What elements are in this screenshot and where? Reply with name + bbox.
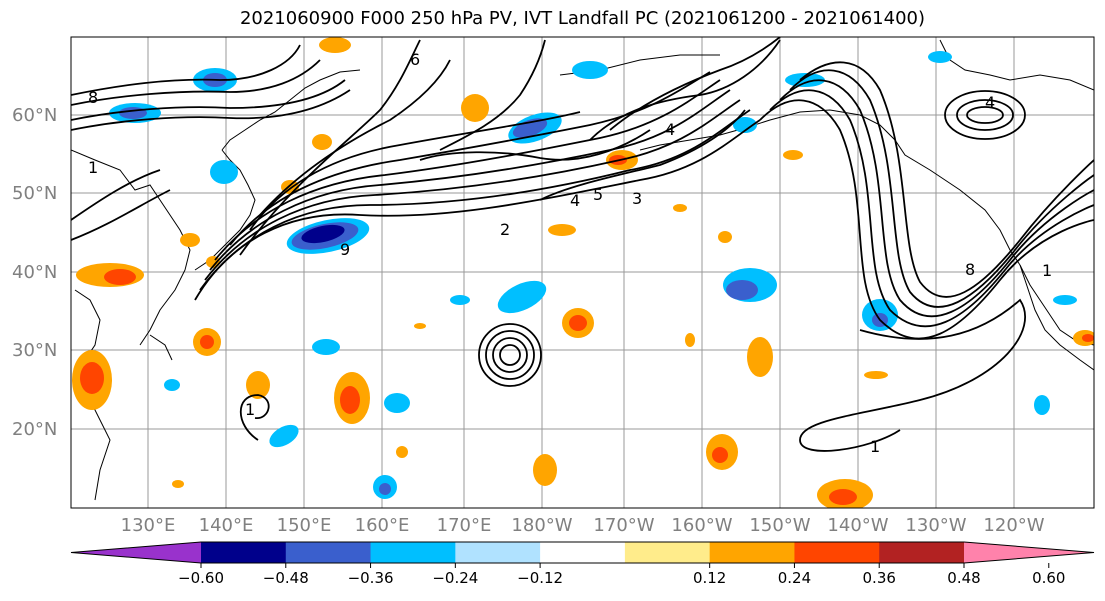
- colorbar-tick-label: −0.24: [432, 569, 478, 587]
- colorbar-swatch: [709, 542, 795, 563]
- colorbar-tick-label: 0.36: [863, 569, 896, 587]
- lat-label-40n: 40°N: [12, 262, 57, 283]
- ivt-contours: [71, 37, 1094, 452]
- lon-label: 130°E: [121, 515, 176, 536]
- lon-label: 160°W: [671, 515, 732, 536]
- colorbar-tick-label: 0.60: [1032, 569, 1065, 587]
- svg-text:3: 3: [632, 189, 642, 208]
- colorbar-tick-label: −0.36: [348, 569, 394, 587]
- colorbar-tick-label: −0.48: [263, 569, 309, 587]
- colorbar-extend-high: [964, 542, 1094, 563]
- colorbar-swatch: [285, 542, 372, 563]
- colorbar-swatch: [540, 542, 626, 563]
- colorbar-swatch: [455, 542, 541, 563]
- map-frame: [70, 36, 1095, 509]
- colorbar-tick-label: 0.12: [693, 569, 726, 587]
- lon-label: 140°W: [827, 515, 888, 536]
- colorbar-swatch: [624, 542, 711, 563]
- svg-text:1: 1: [245, 400, 255, 419]
- lon-label: 170°W: [593, 515, 654, 536]
- lat-label-20n: 20°N: [12, 419, 57, 440]
- lat-label-50n: 50°N: [12, 183, 57, 204]
- lon-label: 170°E: [437, 515, 492, 536]
- lon-label: 150°W: [749, 515, 810, 536]
- lon-label: 120°W: [983, 515, 1044, 536]
- lon-label: 140°E: [199, 515, 254, 536]
- pv-shading: [72, 37, 1094, 508]
- lat-label-30n: 30°N: [12, 340, 57, 361]
- colorbar-swatch: [879, 542, 965, 563]
- svg-text:1: 1: [870, 437, 880, 456]
- lat-label-60n: 60°N: [12, 105, 57, 126]
- colorbar-swatch: [370, 542, 456, 563]
- colorbar-tick-label: −0.12: [517, 569, 563, 587]
- svg-text:1: 1: [88, 158, 98, 177]
- graticule: [71, 37, 1094, 508]
- svg-text:4: 4: [570, 191, 580, 210]
- colorbar-swatch: [201, 542, 287, 563]
- colorbar-tick-label: 0.24: [778, 569, 811, 587]
- lon-label: 130°W: [905, 515, 966, 536]
- svg-text:5: 5: [593, 185, 603, 204]
- svg-text:8: 8: [88, 88, 98, 107]
- colorbar-tick-label: 0.48: [947, 569, 980, 587]
- svg-text:4: 4: [985, 93, 995, 112]
- lon-labels: 130°E 140°E 150°E 160°E 170°E 180°W 170°…: [121, 515, 1045, 536]
- lon-label: 150°E: [277, 515, 332, 536]
- svg-text:6: 6: [410, 50, 420, 69]
- svg-text:2: 2: [500, 220, 510, 239]
- colorbar-tick-label: −0.60: [178, 569, 224, 587]
- lat-labels: 60°N 50°N 40°N 30°N 20°N: [12, 105, 57, 440]
- colorbar-swatch: [794, 542, 880, 563]
- svg-text:1: 1: [1042, 261, 1052, 280]
- lon-label: 180°W: [511, 515, 572, 536]
- svg-text:8: 8: [965, 260, 975, 279]
- colorbar: −0.60 −0.48 −0.36 −0.24 −0.12 0.12 0.24 0.36 0.4…: [70, 541, 1095, 587]
- svg-text:9: 9: [340, 240, 350, 259]
- map-title: 2021060900 F000 250 hPa PV, IVT Landfall…: [239, 8, 926, 29]
- svg-text:4: 4: [665, 120, 675, 139]
- lon-label: 160°E: [355, 515, 410, 536]
- colorbar-extend-low: [71, 542, 201, 563]
- contour-labels: 2 4 5 3 9 1 1 8 8 1 4 1 6 4: [88, 50, 1052, 456]
